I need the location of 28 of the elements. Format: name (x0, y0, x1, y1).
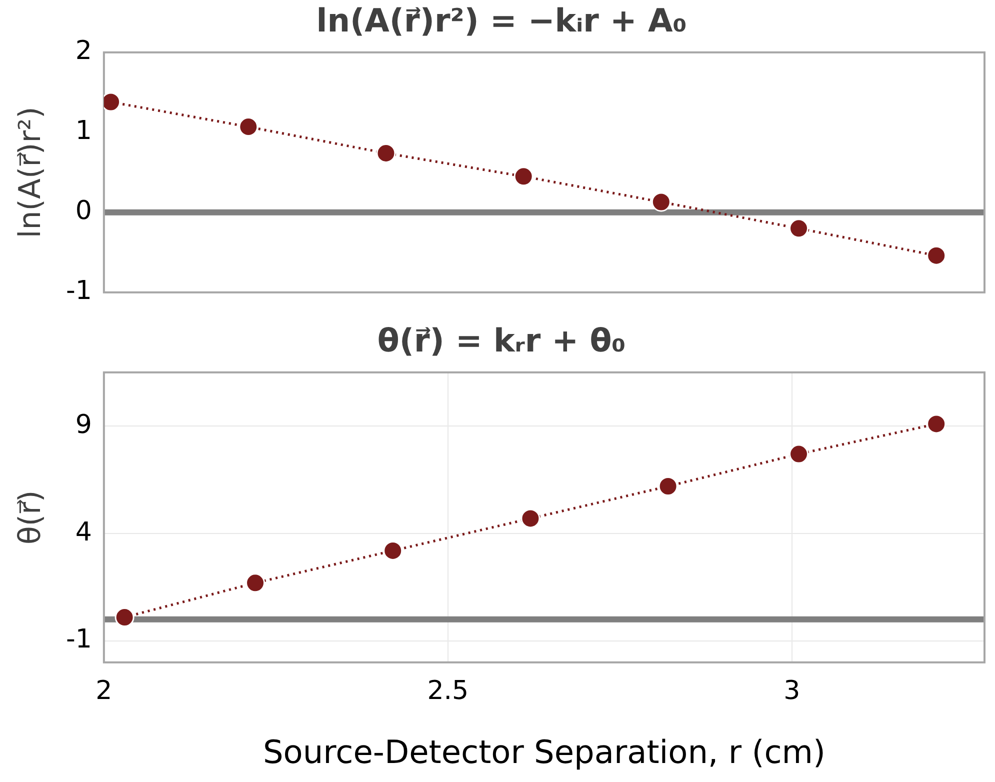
point (658, 476, 678, 496)
point (238, 117, 258, 137)
point (246, 573, 266, 593)
x-tick-label: 2 (96, 676, 112, 706)
point (926, 414, 946, 434)
point (651, 192, 671, 212)
y-axis-title: ln(A(r⃗)r²) (12, 106, 48, 238)
y-tick-label: 9 (75, 410, 92, 440)
y-tick-label: -1 (66, 624, 92, 655)
chart-title: θ(r⃗) = kᵣr + θ₀ (377, 322, 626, 360)
point (789, 444, 809, 464)
point (383, 540, 403, 560)
x-tick-label: 3 (784, 676, 800, 706)
x-tick-label: 2.5 (427, 676, 469, 706)
y-axis-title: θ(r⃗) (12, 490, 48, 544)
x-axis-title: Source-Detector Separation, r (cm) (262, 733, 826, 772)
y-tick-label: 2 (75, 36, 92, 66)
y-tick-label: 0 (75, 196, 92, 226)
point (926, 246, 946, 266)
point (114, 608, 134, 628)
y-tick-label: -1 (66, 276, 92, 306)
point (789, 218, 809, 238)
chart-title: ln(A(r⃗)r²) = −kᵢr + A₀ (316, 2, 687, 40)
point (520, 508, 540, 528)
y-tick-label: 4 (75, 517, 92, 548)
point (376, 143, 396, 163)
y-tick-label: 1 (75, 116, 92, 146)
point (514, 166, 534, 186)
